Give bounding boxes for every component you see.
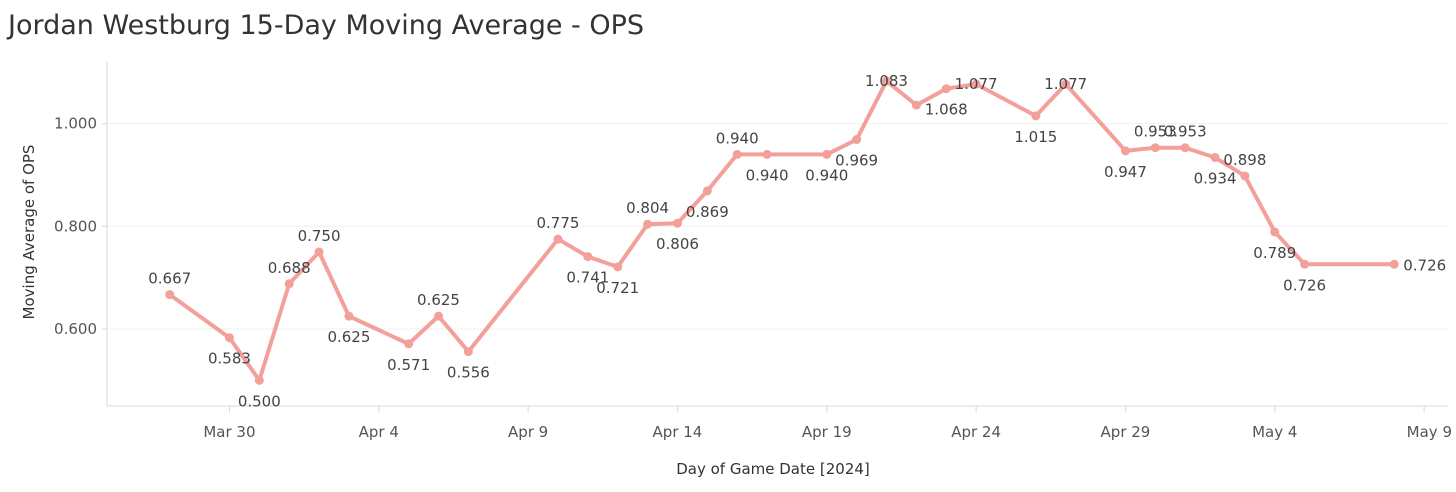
data-label: 0.953 — [1164, 123, 1207, 141]
data-label: 0.625 — [417, 291, 460, 309]
data-point[interactable] — [463, 347, 473, 357]
data-label: 1.077 — [1044, 75, 1087, 93]
data-point[interactable] — [254, 375, 264, 385]
x-tick-label: Apr 19 — [802, 423, 852, 441]
data-point[interactable] — [284, 279, 294, 289]
data-point[interactable] — [314, 247, 324, 257]
data-point[interactable] — [1061, 79, 1071, 89]
x-tick-label: Apr 29 — [1101, 423, 1151, 441]
data-labels: 0.667 0.583 0.500 0.688 0.750 0.625 0.571 0.625… — [148, 72, 1446, 410]
data-label: 0.806 — [656, 235, 699, 253]
data-point[interactable] — [1270, 227, 1280, 237]
data-label: 0.556 — [447, 364, 490, 382]
data-label: 0.688 — [268, 259, 311, 277]
data-label: 0.625 — [327, 328, 370, 346]
data-point[interactable] — [224, 333, 234, 343]
data-point[interactable] — [911, 100, 921, 110]
data-label: 0.721 — [596, 279, 639, 297]
x-axis-label: Day of Game Date [2024] — [676, 460, 870, 478]
data-point[interactable] — [762, 149, 772, 159]
data-label: 0.969 — [835, 152, 878, 170]
y-axis-label: Moving Average of OPS — [20, 145, 38, 320]
data-label: 0.667 — [148, 270, 191, 288]
data-point[interactable] — [1031, 111, 1041, 121]
data-point[interactable] — [643, 219, 653, 229]
x-tick-label: Apr 24 — [951, 423, 1001, 441]
data-point[interactable] — [732, 149, 742, 159]
data-label: 0.940 — [805, 166, 848, 184]
data-label: 0.741 — [566, 269, 609, 287]
data-point[interactable] — [344, 311, 354, 321]
data-point[interactable] — [1120, 146, 1130, 156]
data-label: 0.804 — [626, 199, 669, 217]
y-tick-label: 1.000 — [54, 115, 97, 133]
data-point[interactable] — [822, 149, 832, 159]
data-point[interactable] — [941, 84, 951, 94]
data-point[interactable] — [1300, 259, 1310, 269]
x-tick-label: Apr 4 — [359, 423, 399, 441]
data-point[interactable] — [971, 79, 981, 89]
data-label: 0.775 — [537, 214, 580, 232]
data-label: 0.500 — [238, 392, 281, 410]
data-point[interactable] — [1210, 152, 1220, 162]
data-label: 0.869 — [686, 203, 729, 221]
data-label: 1.083 — [865, 72, 908, 90]
x-ticks: Mar 30 Apr 4 Apr 9 Apr 14 Apr 19 Apr 24 Apr 29… — [203, 406, 1452, 441]
data-label: 0.726 — [1403, 256, 1446, 274]
y-tick-label: 0.600 — [54, 320, 97, 338]
data-label: 0.750 — [298, 227, 341, 245]
data-point[interactable] — [1180, 143, 1190, 153]
data-label: 0.726 — [1283, 276, 1326, 294]
data-point[interactable] — [1150, 143, 1160, 153]
data-point[interactable] — [852, 135, 862, 145]
y-tick-label: 0.800 — [54, 217, 97, 235]
data-label: 0.934 — [1194, 169, 1237, 187]
data-point[interactable] — [434, 311, 444, 321]
data-label: 0.947 — [1104, 163, 1147, 181]
data-point[interactable] — [583, 252, 593, 262]
data-label: 1.068 — [925, 101, 968, 119]
x-tick-label: Apr 9 — [508, 423, 548, 441]
data-label: 0.571 — [387, 356, 430, 374]
data-label: 1.077 — [955, 75, 998, 93]
data-point[interactable] — [702, 186, 712, 196]
data-point[interactable] — [882, 76, 892, 86]
x-tick-label: May 9 — [1407, 423, 1452, 441]
data-label: 1.015 — [1014, 128, 1057, 146]
data-point[interactable] — [553, 234, 563, 244]
data-point[interactable] — [404, 339, 414, 349]
data-label: 0.789 — [1253, 244, 1296, 262]
gridlines — [107, 123, 1448, 330]
y-ticks: 0.600 0.800 1.000 — [54, 115, 107, 338]
x-tick-label: Apr 14 — [653, 423, 703, 441]
data-point[interactable] — [165, 290, 175, 300]
data-point[interactable] — [613, 262, 623, 272]
chart-title: Jordan Westburg 15-Day Moving Average - … — [8, 10, 645, 41]
data-label: 0.953 — [1134, 123, 1177, 141]
x-tick-label: May 4 — [1252, 423, 1297, 441]
data-label: 0.940 — [716, 129, 759, 147]
data-point[interactable] — [1240, 171, 1250, 181]
data-label: 0.583 — [208, 350, 251, 368]
data-label: 0.940 — [746, 166, 789, 184]
data-point[interactable] — [1389, 259, 1399, 269]
data-label: 0.898 — [1223, 151, 1266, 169]
series-ops — [165, 76, 1399, 385]
data-point[interactable] — [672, 218, 682, 228]
x-tick-label: Mar 30 — [203, 423, 255, 441]
